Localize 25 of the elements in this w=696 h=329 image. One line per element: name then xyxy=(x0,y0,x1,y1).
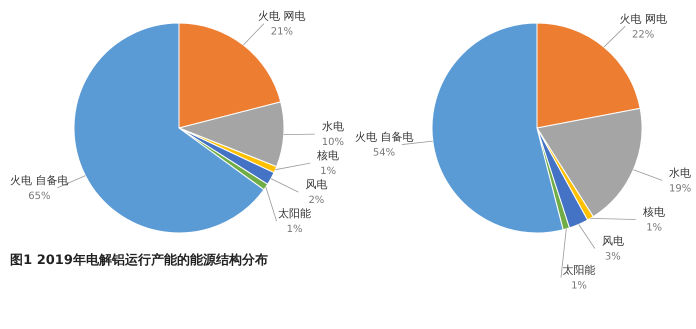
data-label: 1% xyxy=(571,280,587,292)
slice-label: 核电 xyxy=(642,206,666,219)
slice-label: 风电 xyxy=(305,178,328,192)
slice-label: 核电 xyxy=(316,149,340,162)
slice-label: 火电 自备电 xyxy=(10,174,69,187)
slice-label: 火电 网电 xyxy=(258,10,306,23)
data-label: 65% xyxy=(28,190,51,202)
data-label: 22% xyxy=(632,29,654,40)
data-label: 3% xyxy=(604,252,621,263)
slice-label: 火电 网电 xyxy=(619,12,667,26)
data-label: 21% xyxy=(270,26,294,38)
slice-label: 水电 xyxy=(669,166,692,180)
data-label: 54% xyxy=(372,148,396,159)
text: 图1 2019年电解铝运行产能的能源结构分布 xyxy=(10,252,268,268)
data-label: 1% xyxy=(646,222,662,234)
slice-label: 太阳能 xyxy=(278,207,312,220)
slice-label: 太阳能 xyxy=(562,264,596,277)
data-label: 10% xyxy=(322,137,344,148)
data-label: 1% xyxy=(320,166,336,178)
slice-label: 火电 自备电 xyxy=(354,130,414,144)
slice-label: 风电 xyxy=(602,234,624,248)
data-label: 2% xyxy=(308,195,324,206)
data-label: 1% xyxy=(286,224,302,236)
slice-label: 水电 xyxy=(322,120,344,134)
data-label: 19% xyxy=(669,183,692,194)
